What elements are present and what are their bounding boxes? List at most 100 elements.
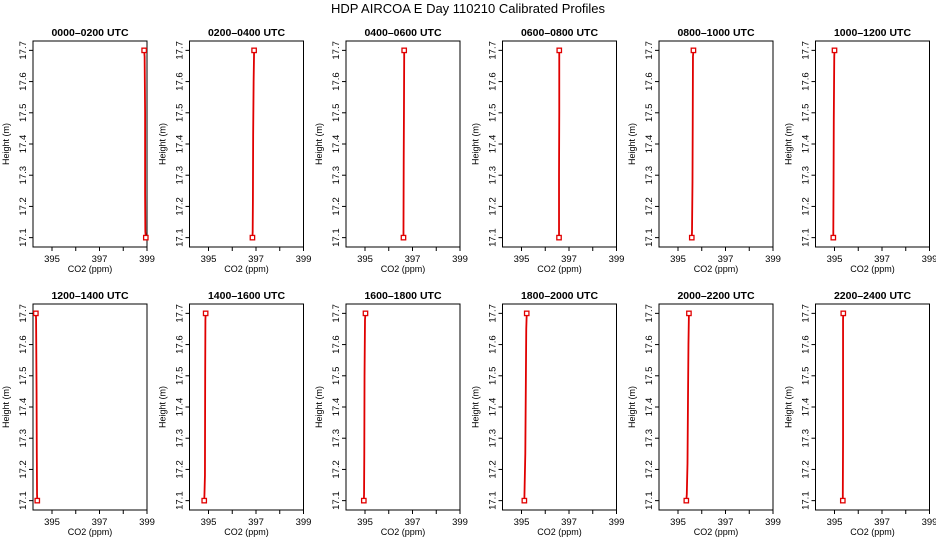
y-tick-label: 17.5 bbox=[801, 367, 812, 386]
profile-point bbox=[556, 234, 562, 241]
y-tick-label: 17.4 bbox=[488, 398, 499, 417]
y-tick-label: 17.4 bbox=[175, 398, 186, 417]
x-axis-label: CO2 (ppm) bbox=[850, 264, 895, 274]
x-axis-label: CO2 (ppm) bbox=[537, 264, 582, 274]
y-tick-label: 17.7 bbox=[488, 41, 499, 60]
x-tick-label: 397 bbox=[92, 254, 108, 265]
x-tick-label: 395 bbox=[201, 517, 217, 528]
x-tick-label: 397 bbox=[405, 254, 421, 265]
panel: 0800–1000 UTC 395 397 399 17.1 17.2 17.3 17.4 17… bbox=[627, 27, 781, 274]
y-tick-label: 17.4 bbox=[331, 135, 342, 154]
x-tick-label: 395 bbox=[44, 517, 60, 528]
y-tick-label: 17.4 bbox=[644, 398, 655, 417]
profile-point bbox=[201, 497, 208, 504]
y-axis-label: Height (m) bbox=[627, 386, 637, 428]
x-tick-label: 399 bbox=[452, 517, 468, 528]
profile-line bbox=[685, 313, 690, 501]
plot-frame bbox=[189, 40, 304, 248]
y-tick-label: 17.3 bbox=[488, 166, 499, 185]
y-tick-label: 17.4 bbox=[175, 135, 186, 154]
y-tick-label: 17.7 bbox=[175, 304, 186, 323]
x-tick-label: 397 bbox=[92, 517, 108, 528]
y-tick-label: 17.2 bbox=[488, 197, 499, 216]
y-tick-label: 17.7 bbox=[801, 41, 812, 60]
y-axis-label: Height (m) bbox=[784, 386, 794, 428]
x-tick-label: 397 bbox=[874, 517, 890, 528]
x-tick-label: 399 bbox=[296, 517, 312, 528]
y-tick-label: 17.6 bbox=[175, 72, 186, 91]
panel: 1200–1400 UTC 395 397 399 17.1 17.2 17.3 17.4 17… bbox=[1, 290, 155, 537]
plot-frame bbox=[32, 40, 148, 248]
x-axis-label: CO2 (ppm) bbox=[68, 264, 113, 274]
y-tick-label: 17.3 bbox=[331, 429, 342, 448]
y-tick-label: 17.4 bbox=[331, 398, 342, 417]
y-tick-label: 17.3 bbox=[18, 429, 29, 448]
profile-line bbox=[402, 50, 406, 238]
y-tick-label: 17.1 bbox=[18, 491, 29, 510]
y-tick-label: 17.5 bbox=[331, 104, 342, 123]
y-tick-label: 17.2 bbox=[331, 197, 342, 216]
y-tick-label: 17.7 bbox=[488, 304, 499, 323]
y-tick-label: 17.3 bbox=[644, 429, 655, 448]
y-tick-label: 17.3 bbox=[18, 166, 29, 185]
x-tick-label: 399 bbox=[139, 254, 155, 265]
x-tick-label: 395 bbox=[670, 254, 686, 265]
profile-point bbox=[521, 497, 528, 504]
y-axis-label: Height (m) bbox=[627, 123, 637, 165]
panel-grid: 0000–0200 UTC 395 397 399 17.1 17.2 17.3 17.4 17… bbox=[1, 27, 936, 537]
y-tick-label: 17.2 bbox=[644, 460, 655, 479]
x-tick-label: 395 bbox=[670, 517, 686, 528]
y-tick-label: 17.4 bbox=[801, 398, 812, 417]
x-tick-label: 399 bbox=[765, 517, 781, 528]
profile-point bbox=[400, 234, 407, 241]
panel-title: 0200–0400 UTC bbox=[208, 27, 285, 39]
y-tick-label: 17.1 bbox=[331, 228, 342, 247]
y-tick-label: 17.1 bbox=[801, 491, 812, 510]
y-tick-label: 17.6 bbox=[488, 335, 499, 354]
panel: 1400–1600 UTC 395 397 399 17.1 17.2 17.3 17.4 17… bbox=[158, 290, 312, 537]
profile-line bbox=[34, 313, 39, 501]
x-tick-label: 397 bbox=[561, 254, 577, 265]
y-tick-label: 17.4 bbox=[488, 135, 499, 154]
y-tick-label: 17.7 bbox=[18, 41, 29, 60]
y-tick-label: 17.1 bbox=[644, 491, 655, 510]
x-tick-label: 395 bbox=[514, 254, 530, 265]
y-tick-label: 17.1 bbox=[175, 228, 186, 247]
x-tick-label: 397 bbox=[561, 517, 577, 528]
profile-point bbox=[249, 234, 256, 241]
y-tick-label: 17.4 bbox=[801, 135, 812, 154]
y-axis-label: Height (m) bbox=[471, 386, 481, 428]
y-tick-label: 17.6 bbox=[801, 72, 812, 91]
y-tick-label: 17.3 bbox=[175, 429, 186, 448]
plot-frame bbox=[189, 303, 304, 511]
x-axis-label: CO2 (ppm) bbox=[694, 264, 739, 274]
profile-point bbox=[251, 47, 257, 54]
plot-frame bbox=[658, 40, 774, 248]
y-tick-label: 17.5 bbox=[175, 367, 186, 386]
y-tick-label: 17.7 bbox=[644, 304, 655, 323]
profile-point bbox=[831, 47, 838, 54]
y-tick-label: 17.6 bbox=[801, 335, 812, 354]
y-tick-label: 17.5 bbox=[488, 367, 499, 386]
y-tick-label: 17.7 bbox=[644, 41, 655, 60]
x-tick-label: 399 bbox=[922, 517, 936, 528]
y-tick-label: 17.6 bbox=[331, 335, 342, 354]
y-axis-label: Height (m) bbox=[158, 123, 168, 165]
x-tick-label: 397 bbox=[248, 254, 264, 265]
profile-point bbox=[839, 497, 846, 504]
y-tick-label: 17.1 bbox=[488, 228, 499, 247]
y-tick-label: 17.6 bbox=[488, 72, 499, 91]
panel: 2200–2400 UTC 395 397 399 17.1 17.2 17.3 17.4 17… bbox=[784, 290, 936, 537]
x-axis-label: CO2 (ppm) bbox=[224, 264, 269, 274]
y-tick-label: 17.2 bbox=[801, 197, 812, 216]
x-tick-label: 399 bbox=[922, 254, 936, 265]
x-axis-label: CO2 (ppm) bbox=[850, 527, 895, 537]
profile-point bbox=[686, 310, 692, 317]
y-tick-label: 17.2 bbox=[175, 460, 186, 479]
y-axis-label: Height (m) bbox=[784, 123, 794, 165]
profile-point bbox=[688, 234, 695, 241]
y-tick-label: 17.7 bbox=[175, 41, 186, 60]
profile-point bbox=[401, 47, 408, 54]
profile-point bbox=[33, 310, 39, 317]
profile-line bbox=[832, 50, 836, 238]
